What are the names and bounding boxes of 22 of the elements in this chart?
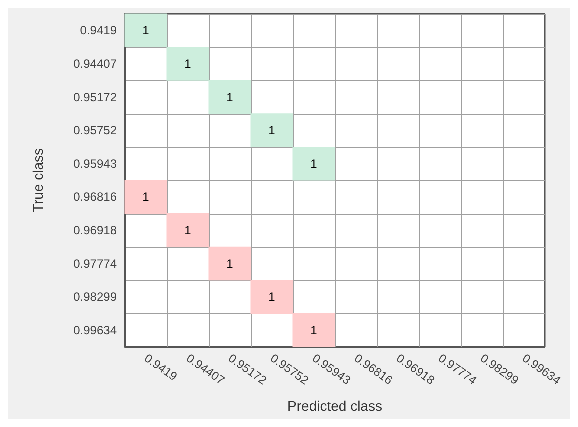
data-label: 1 [226,256,234,271]
y-axis-title: True class [30,148,46,213]
y-tick-label: 0.96918 [74,223,118,238]
data-label: 1 [226,90,234,104]
data-label: 1 [268,290,276,304]
data-label: 1 [310,323,318,338]
y-tick-label: 0.95752 [74,124,118,138]
y-tick-label: 0.95172 [74,90,118,104]
data-label: 1 [184,223,192,238]
data-label: 1 [184,56,192,71]
data-label: 1 [142,190,150,204]
y-tick-label: 0.94407 [74,56,118,71]
y-tick-label: 0.97774 [74,256,118,271]
x-axis-title: Predicted class [288,398,382,414]
y-tick-label: 0.96816 [74,190,118,204]
data-label: 1 [268,124,276,138]
data-label: 1 [142,24,150,38]
y-tick-label: 0.95943 [74,156,118,171]
y-tick-label: 0.99634 [74,323,118,338]
data-label: 1 [310,156,318,171]
y-tick-label: 0.98299 [74,290,118,304]
y-tick-label: 0.9419 [80,24,118,38]
